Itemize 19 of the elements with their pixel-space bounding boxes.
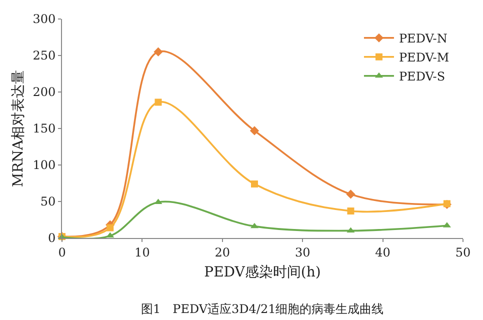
legend-label: PEDV-S: [398, 70, 446, 84]
x-axis-title: PEDV感染时间(h): [204, 264, 321, 281]
x-tick-label: 20: [214, 245, 230, 260]
y-tick-label: 100: [32, 158, 56, 172]
y-tick-label: 300: [32, 12, 56, 26]
y-tick-label: 0: [48, 231, 56, 246]
caption: 图1 PEDV适应3D4/21细胞的病毒生成曲线: [141, 302, 384, 316]
y-axis-title: MRNA相对表达量: [10, 70, 26, 188]
y-tick-label: 50: [40, 194, 56, 209]
x-tick-label: 50: [455, 245, 471, 260]
x-tick-label: 0: [58, 245, 66, 260]
y-tick-label: 150: [32, 122, 56, 136]
y-tick-label: 250: [32, 48, 56, 63]
x-tick-label: 10: [134, 245, 150, 260]
x-tick-label: 30: [294, 245, 310, 260]
y-tick-label: 200: [32, 85, 56, 100]
legend-label: PEDV-N: [398, 32, 448, 46]
legend-label: PEDV-M: [398, 50, 450, 65]
x-tick-label: 40: [375, 245, 390, 260]
